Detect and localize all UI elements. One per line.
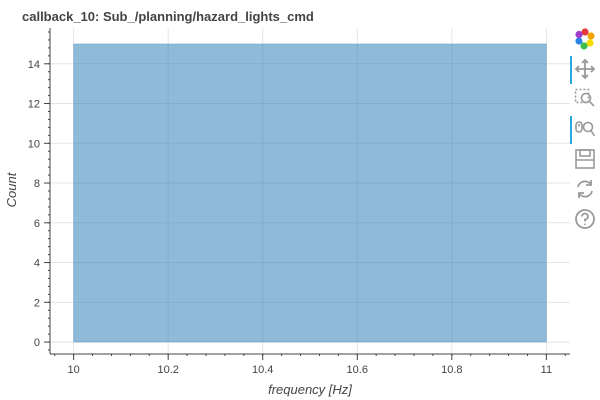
save-icon [575,149,595,169]
help-icon [575,209,595,229]
x-tick-label: 10.8 [441,364,462,376]
chart-title: callback_10: Sub_/planning/hazard_lights… [22,9,314,24]
box-zoom-icon [574,88,595,107]
y-axis-label: Count [4,171,19,207]
y-tick-label: 10 [28,138,40,150]
y-tick-label: 4 [34,258,40,270]
y-tick-label: 14 [28,59,40,71]
box-zoom-tool-button[interactable] [570,86,600,112]
bokeh-logo-button[interactable] [570,26,600,52]
wheel-zoom-tool-button[interactable] [570,116,600,144]
pan-icon [574,58,596,80]
histogram-bar [73,43,547,343]
x-tick-label: 10.4 [252,364,273,376]
help-tool-button[interactable] [570,206,600,232]
wheel-zoom-active-indicator [570,116,572,144]
y-tick-label: 8 [34,178,40,190]
x-tick-label: 11 [541,364,552,376]
y-ticks: 0 2 4 6 8 10 12 14 [28,31,50,351]
pan-tool-button[interactable] [570,56,600,84]
y-tick-label: 12 [28,99,40,111]
reset-icon [577,180,593,198]
y-tick-label: 2 [34,297,40,309]
bokeh-logo-icon [575,28,595,50]
save-tool-button[interactable] [570,146,600,172]
bars-group [73,43,547,343]
x-ticks: 10 10.2 10.4 10.6 10.8 11 [54,354,566,376]
reset-tool-button[interactable] [570,176,600,202]
wheel-zoom-icon [575,121,596,137]
y-tick-label: 6 [34,218,40,230]
pan-active-indicator [570,56,572,84]
x-tick-label: 10.6 [347,364,368,376]
y-tick-label: 0 [34,337,40,349]
x-axis-label: frequency [Hz] [268,382,352,397]
x-tick-label: 10 [68,364,80,376]
x-tick-label: 10.2 [157,364,178,376]
